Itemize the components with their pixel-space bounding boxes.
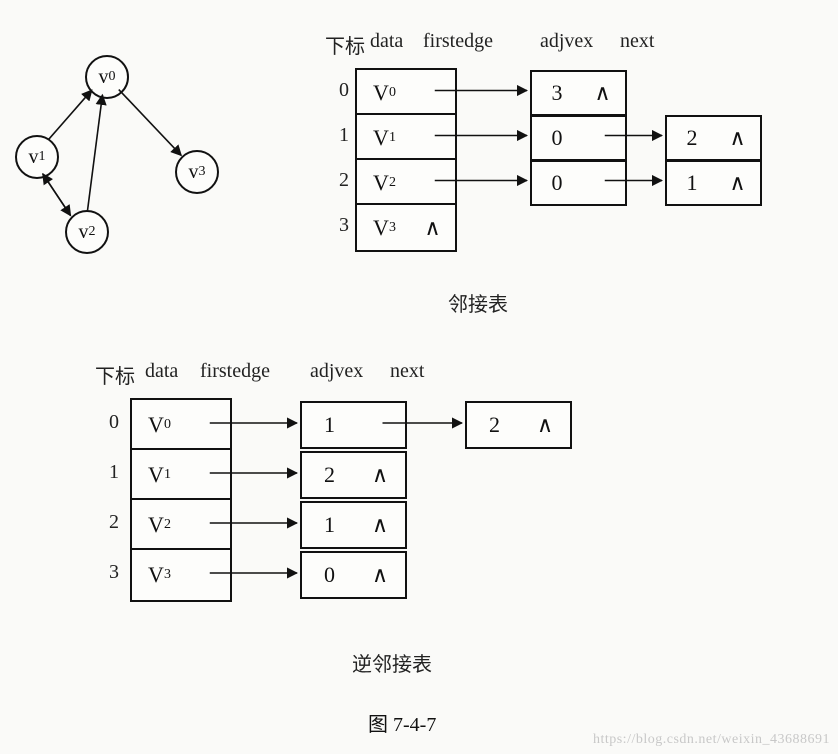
edge-next-cell: ∧ (715, 160, 762, 206)
figure-caption: 图 7-4-7 (368, 708, 436, 737)
watermark: https://blog.csdn.net/weixin_43688691 (593, 732, 830, 748)
edge-adjvex-cell: 3 (530, 70, 584, 116)
header-adjvex: adjvex (540, 30, 593, 53)
vertex-data-cell: V1 (355, 113, 414, 162)
vertex-data-cell: V3 (130, 548, 189, 602)
header-data: data (370, 30, 403, 53)
edge-adjvex-cell: 0 (530, 160, 584, 206)
edge-next-cell: ∧ (580, 70, 627, 116)
graph-node-v1: v1 (15, 135, 59, 179)
graph-edge (48, 90, 92, 140)
header-adjvex: adjvex (310, 360, 363, 383)
vertex-firstedge-cell (410, 113, 457, 162)
edge-next-cell: ∧ (355, 451, 407, 499)
vertex-firstedge-cell (410, 68, 457, 117)
vertex-index: 2 (325, 169, 349, 192)
edge-adjvex-cell: 2 (300, 451, 359, 499)
vertex-data-cell: V3 (355, 203, 414, 252)
edge-adjvex-cell: 0 (300, 551, 359, 599)
graph-edge (119, 90, 181, 156)
edge-adjvex-cell: 1 (300, 401, 359, 449)
vertex-data-cell: V2 (130, 498, 189, 552)
graph-edge (88, 95, 103, 210)
vertex-firstedge-cell (185, 548, 232, 602)
vertex-firstedge-cell (185, 498, 232, 552)
vertex-data-cell: V2 (355, 158, 414, 207)
vertex-firstedge-cell (185, 448, 232, 502)
vertex-data-cell: V0 (130, 398, 189, 452)
vertex-index: 2 (95, 511, 119, 534)
edge-adjvex-cell: 2 (465, 401, 524, 449)
adj-caption: 邻接表 (448, 288, 508, 317)
inv-caption: 逆邻接表 (352, 648, 432, 677)
header-firstedge: firstedge (423, 30, 493, 53)
edge-next-cell (355, 401, 407, 449)
vertex-firstedge-cell: ∧ (410, 203, 457, 252)
edge-next-cell (580, 160, 627, 206)
edge-next-cell: ∧ (715, 115, 762, 161)
vertex-index: 0 (95, 411, 119, 434)
graph-edge (43, 174, 71, 216)
vertex-firstedge-cell (410, 158, 457, 207)
graph-node-v2: v2 (65, 210, 109, 254)
vertex-data-cell: V1 (130, 448, 189, 502)
vertex-index: 3 (95, 561, 119, 584)
graph-node-v3: v3 (175, 150, 219, 194)
vertex-index: 0 (325, 79, 349, 102)
edge-next-cell: ∧ (355, 551, 407, 599)
edge-next-cell: ∧ (355, 501, 407, 549)
edge-adjvex-cell: 0 (530, 115, 584, 161)
header-next: next (390, 360, 424, 383)
edge-next-cell (580, 115, 627, 161)
vertex-index: 1 (325, 124, 349, 147)
header-index: 下标 (325, 30, 365, 59)
edge-adjvex-cell: 2 (665, 115, 719, 161)
graph-node-v0: v0 (85, 55, 129, 99)
vertex-data-cell: V0 (355, 68, 414, 117)
vertex-firstedge-cell (185, 398, 232, 452)
header-next: next (620, 30, 654, 53)
edge-next-cell: ∧ (520, 401, 572, 449)
header-index: 下标 (95, 360, 135, 389)
header-firstedge: firstedge (200, 360, 270, 383)
edge-adjvex-cell: 1 (665, 160, 719, 206)
vertex-index: 1 (95, 461, 119, 484)
edge-adjvex-cell: 1 (300, 501, 359, 549)
graph-edge (43, 174, 71, 216)
header-data: data (145, 360, 178, 383)
vertex-index: 3 (325, 214, 349, 237)
